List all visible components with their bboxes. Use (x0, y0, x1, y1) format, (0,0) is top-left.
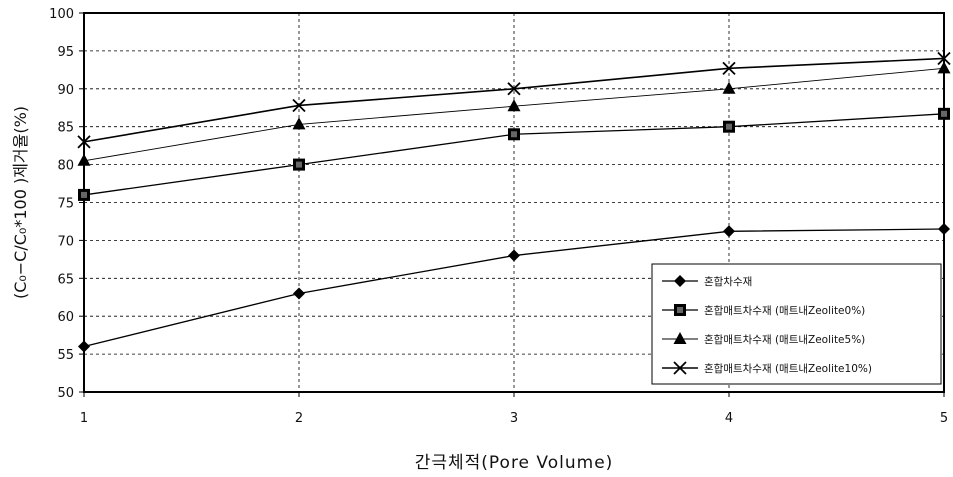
x-tick-label: 2 (295, 411, 303, 426)
data-point (508, 249, 520, 262)
legend-entry: 혼합매트차수재 (매트내Zeolite10%) (662, 361, 872, 375)
data-point (508, 128, 520, 141)
y-tick-label: 85 (57, 121, 74, 136)
x-tick-label: 5 (940, 411, 948, 426)
series-2 (78, 107, 950, 201)
data-point (722, 81, 736, 94)
y-tick-label: 70 (57, 234, 74, 249)
data-point (293, 287, 305, 300)
legend-entry: 혼합차수재 (662, 275, 752, 288)
y-tick-label: 65 (57, 272, 74, 287)
legend-label: 혼합매트차수재 (매트내Zeolite10%) (704, 362, 872, 375)
y-axis-title: (C₀−C/C₀*100 )제거율(%) (11, 106, 30, 299)
data-point (78, 188, 90, 201)
x-tick-label: 1 (80, 411, 88, 426)
data-point (293, 158, 305, 171)
data-point (938, 107, 950, 120)
data-point (937, 61, 951, 74)
legend-marker (673, 332, 687, 344)
y-tick-label: 55 (57, 348, 74, 363)
x-tick-label: 4 (725, 411, 733, 426)
marker-inner (511, 131, 517, 138)
y-tick-label: 75 (57, 197, 74, 212)
marker-inner (726, 123, 732, 130)
data-point (77, 135, 91, 149)
data-point (938, 223, 950, 236)
legend-marker (673, 361, 687, 375)
legend-entry: 혼합매트차수재 (매트내Zeolite0%) (662, 304, 865, 317)
data-point (292, 98, 306, 113)
data-point (723, 120, 735, 133)
x-axis-ticks: 1 2 3 4 5 (80, 392, 948, 426)
legend-label: 혼합매트차수재 (매트내Zeolite5%) (704, 333, 865, 346)
series-1 (78, 223, 950, 353)
legend-label: 혼합매트차수재 (매트내Zeolite0%) (704, 304, 865, 317)
data-point (77, 153, 91, 166)
legend-label: 혼합차수재 (704, 275, 752, 288)
series-layer (77, 51, 951, 353)
marker-inner (941, 110, 947, 117)
series-3 (77, 61, 951, 166)
legend-marker (674, 275, 686, 287)
data-point (78, 340, 90, 353)
x-tick-label: 3 (510, 411, 518, 426)
legend-entry: 혼합매트차수재 (매트내Zeolite5%) (662, 332, 865, 346)
marker-inner (677, 307, 683, 313)
data-point (937, 51, 951, 66)
data-point (507, 82, 521, 96)
data-point (507, 99, 521, 112)
y-tick-label: 95 (57, 45, 74, 60)
legend-marker (674, 304, 686, 316)
data-point (722, 61, 736, 75)
y-axis-ticks: 50 55 60 65 70 75 80 85 90 95 100 (49, 7, 84, 401)
y-tick-label: 60 (57, 310, 74, 325)
marker-inner (296, 161, 302, 168)
data-point (723, 225, 735, 238)
y-tick-label: 50 (57, 386, 74, 401)
data-point (292, 117, 306, 130)
marker-inner (81, 191, 87, 198)
series-4 (77, 51, 951, 149)
y-tick-label: 90 (57, 83, 74, 98)
y-tick-label: 100 (49, 7, 74, 22)
legend-box (651, 263, 942, 385)
y-tick-label: 80 (57, 159, 74, 174)
x-axis-title: 간극체적(Pore Volume) (415, 453, 614, 473)
